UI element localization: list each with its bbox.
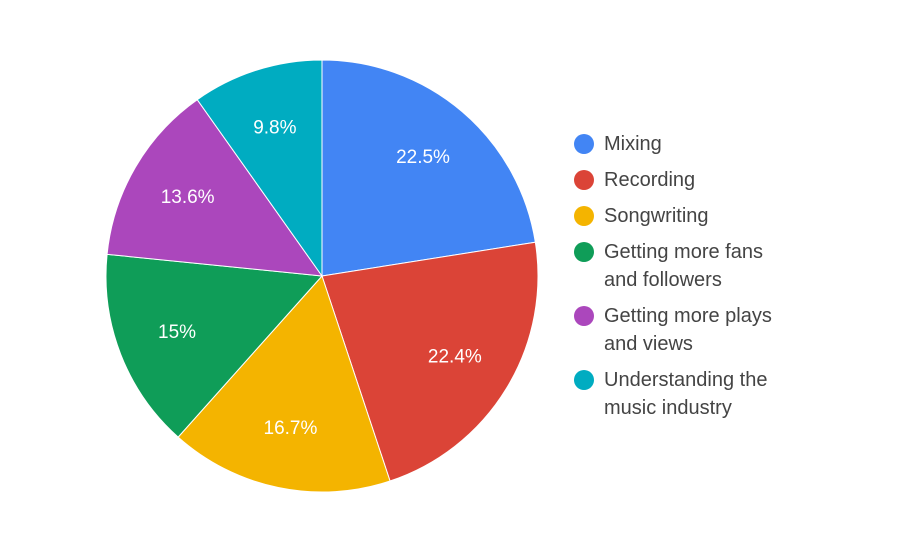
pie-slice-4	[106, 98, 324, 277]
legend-swatch-plays	[574, 306, 594, 326]
legend-item-mixing: Mixing	[574, 130, 814, 158]
legend-label-mixing: Mixing	[604, 133, 662, 155]
pie-slice-label-2: 16.7%	[264, 418, 318, 439]
legend-item-plays: Getting more plays and views	[574, 302, 814, 358]
pie-slices	[105, 59, 539, 493]
pie-slice-label-0: 22.5%	[396, 147, 450, 168]
legend-label-recording: Recording	[604, 169, 696, 191]
legend-label-songwriting: Songwriting	[604, 205, 709, 227]
legend-label-fans: Getting more fans and followers	[604, 241, 763, 291]
pie-slice-label-4: 13.6%	[161, 187, 215, 208]
pie-slice-3	[105, 253, 324, 438]
legend-swatch-mixing	[574, 134, 594, 154]
legend-label-industry: Understanding the music industry	[604, 369, 768, 419]
legend-item-industry: Understanding the music industry	[574, 366, 814, 422]
legend-swatch-recording	[574, 170, 594, 190]
pie-slice-label-3: 15%	[158, 322, 196, 343]
legend-swatch-fans	[574, 242, 594, 262]
pie-slice-0	[321, 59, 536, 277]
legend-item-recording: Recording	[574, 166, 814, 194]
legend-label-plays: Getting more plays and views	[604, 305, 772, 355]
legend-swatch-songwriting	[574, 206, 594, 226]
legend-item-songwriting: Songwriting	[574, 202, 814, 230]
pie-slice-label-1: 22.4%	[428, 346, 482, 367]
pie-slice-2	[177, 275, 391, 493]
legend-item-fans: Getting more fans and followers	[574, 238, 814, 294]
pie-slice-label-5: 9.8%	[253, 117, 296, 138]
legend-swatch-industry	[574, 370, 594, 390]
chart-legend: Mixing Recording Songwriting Getting mor…	[574, 130, 814, 430]
pie-slice-1	[321, 241, 539, 482]
pie-slice-5	[196, 59, 323, 278]
pie-slice-labels: 22.5% 22.4% 16.7% 15% 13.6% 9.8%	[158, 117, 482, 438]
